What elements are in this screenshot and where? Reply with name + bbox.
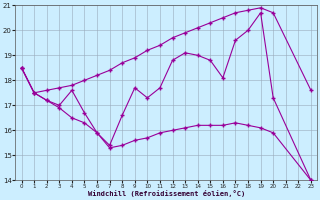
X-axis label: Windchill (Refroidissement éolien,°C): Windchill (Refroidissement éolien,°C) bbox=[88, 190, 245, 197]
